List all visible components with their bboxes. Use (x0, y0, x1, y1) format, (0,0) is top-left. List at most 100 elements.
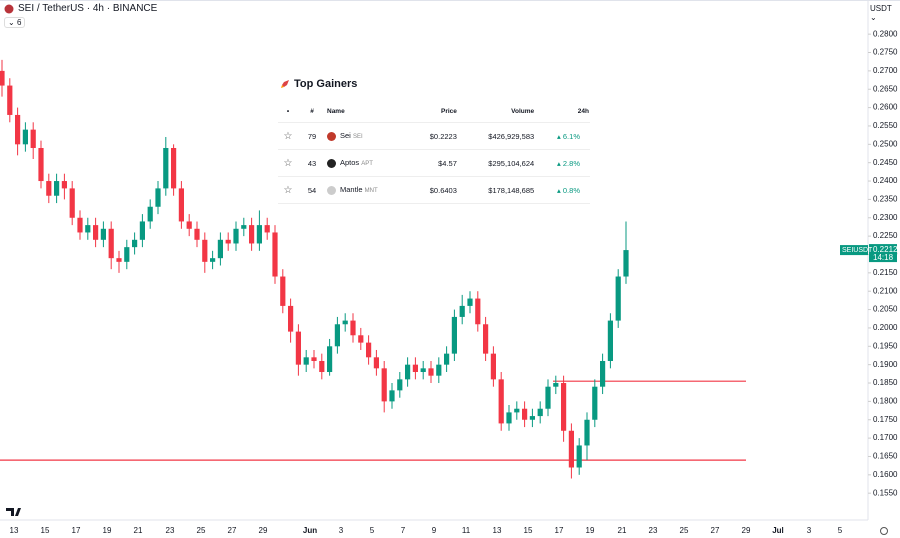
y-tick-label: 0.1650 (873, 452, 898, 461)
change: 0.8% (562, 185, 580, 195)
x-tick-label: 15 (41, 526, 50, 535)
y-tick-label: 0.1950 (873, 341, 898, 350)
x-tick-label: 21 (134, 526, 143, 535)
y-tick-label: 0.2800 (873, 29, 898, 38)
last-price-box (869, 244, 897, 263)
candle-body (584, 419, 590, 446)
favorite-star[interactable]: ☆ (278, 149, 298, 177)
candle-body (506, 412, 512, 424)
change-cell: ▴ 6.1% (535, 122, 590, 150)
candle-body (7, 85, 13, 115)
x-tick-label: 25 (680, 526, 689, 535)
candle-body (233, 228, 239, 244)
x-tick-label: 3 (807, 526, 812, 535)
x-tick-label: 13 (10, 526, 19, 535)
coin-ticker: APT (361, 161, 373, 168)
candle-body (100, 228, 106, 240)
x-tick-label: 25 (197, 526, 206, 535)
candle-body (54, 181, 60, 196)
y-tick-label: 0.2700 (873, 66, 898, 75)
candle-body (0, 70, 5, 86)
candle-body (264, 225, 270, 233)
favorite-star[interactable]: ☆ (278, 176, 298, 204)
currency-select[interactable]: USDT ⌄ (870, 4, 892, 22)
candle-body (217, 239, 223, 259)
candle-body (225, 239, 231, 244)
candle-body (69, 188, 75, 218)
indicators-toggle[interactable]: ⌄ 6 (4, 17, 26, 28)
candle-body (147, 206, 153, 222)
column-header: Price (410, 100, 458, 123)
y-tick-label: 0.2450 (873, 158, 898, 167)
candle-body (498, 379, 504, 424)
x-tick-label: 19 (103, 526, 112, 535)
candle-body (444, 353, 450, 365)
y-tick-label: 0.1600 (873, 470, 898, 479)
rocket-icon (281, 80, 289, 88)
settings-icon[interactable] (880, 527, 888, 535)
x-tick-label: 5 (838, 526, 843, 535)
y-tick-label: 0.2600 (873, 103, 898, 112)
x-tick-label: 13 (493, 526, 502, 535)
candle-body (545, 386, 551, 409)
x-tick-label: 11 (462, 526, 471, 535)
y-tick-label: 0.1550 (873, 488, 898, 497)
column-header: Volume (457, 100, 536, 123)
candle-body (405, 364, 411, 380)
name-cell: Aptos APT (326, 149, 411, 177)
candle-body (124, 247, 130, 262)
name-cell: Mantle MNT (326, 176, 411, 204)
change-cell: ▴ 2.8% (535, 149, 590, 177)
coin-ticker: SEI (352, 134, 363, 141)
candle-body (568, 430, 574, 468)
favorite-star[interactable]: ☆ (278, 122, 298, 150)
candle-body (288, 305, 294, 332)
y-tick-label: 0.2750 (873, 48, 898, 57)
candle-body (366, 342, 372, 358)
column-header: 24h (535, 100, 590, 123)
y-tick-label: 0.2350 (873, 195, 898, 204)
candle-body (77, 217, 83, 233)
candle-body (600, 360, 606, 387)
y-tick-label: 0.2250 (873, 231, 898, 240)
x-tick-label: 7 (401, 526, 406, 535)
table-row: ☆ 43 Aptos APT $4.57 $295,104,624 ▴ 2.8% (278, 149, 590, 177)
candle-body (436, 364, 442, 376)
candle-body (483, 324, 489, 354)
candle-body (412, 364, 418, 373)
candle-body (475, 298, 481, 325)
candle-body (241, 225, 247, 229)
x-tick-label: 23 (649, 526, 658, 535)
candle-body (553, 383, 559, 387)
coin-name: Mantle (340, 185, 363, 195)
y-tick-label: 0.2400 (873, 176, 898, 185)
candle-body (592, 386, 598, 420)
column-header: Name (326, 100, 411, 123)
table-row: ☆ 79 Sei SEI $0.2223 $426,929,583 ▴ 6.1% (278, 122, 590, 150)
rank: 54 (298, 176, 326, 204)
x-tick-label: 27 (228, 526, 237, 535)
candle-body (397, 379, 403, 391)
candle-body (178, 188, 184, 222)
candle-body (132, 239, 138, 248)
candle-body (303, 357, 309, 365)
candle-body (256, 225, 262, 244)
x-tick-label: 9 (432, 526, 437, 535)
candle-body (171, 147, 177, 189)
x-tick-label: 21 (618, 526, 627, 535)
candle-body (467, 298, 473, 306)
symbol-box (840, 245, 868, 256)
candle-body (459, 305, 465, 317)
candle-body (319, 360, 325, 373)
candle-body (22, 129, 28, 145)
coin-icon (327, 158, 336, 168)
rank: 43 (298, 149, 326, 177)
candle-body (249, 225, 255, 244)
header-row: • # Name Price Volume 24h (278, 100, 590, 123)
x-tick-label: 17 (72, 526, 81, 535)
x-tick-label: 5 (370, 526, 375, 535)
volume: $178,148,685 (457, 176, 536, 204)
y-tick-label: 0.1700 (873, 433, 898, 442)
change-cell: ▴ 0.8% (535, 176, 590, 204)
